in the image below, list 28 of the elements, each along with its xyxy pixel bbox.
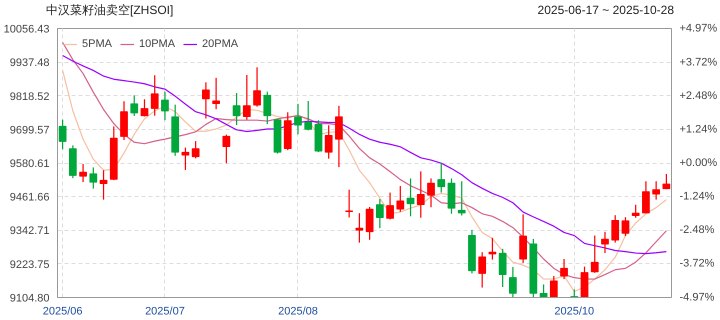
- y-tick-label: 10056.43: [4, 24, 50, 36]
- y-tick-label: 9342.71: [10, 225, 50, 238]
- y-tick-label: 9461.66: [10, 192, 50, 204]
- y2-tick-label: -3.72%: [680, 258, 715, 270]
- x-tick-label: 2025/10: [554, 306, 594, 318]
- y2-tick-label: +2.48%: [680, 90, 718, 102]
- y-tick-label: 9223.75: [10, 258, 50, 271]
- y-tick-label: 9699.57: [10, 124, 50, 136]
- y-tick-label: 9104.80: [10, 292, 50, 304]
- y2-tick-label: +1.24%: [680, 123, 718, 136]
- legend-label: 20PMA: [202, 38, 238, 50]
- line-series: [62, 54, 667, 254]
- chart-subtitle: 2025-06-17 ~ 2025-10-28: [538, 2, 674, 18]
- y2-tick-label: -2.48%: [680, 224, 715, 236]
- y2-tick-label: +3.72%: [680, 56, 718, 68]
- y2-tick-label: +4.97%: [680, 22, 718, 34]
- legend-label: 5PMA: [82, 38, 112, 50]
- x-tick-label: 2025/06: [42, 306, 82, 318]
- chart-title: 中汉菜籽油卖空[ZHSOI]: [46, 2, 174, 18]
- y-tick-label: 9580.61: [10, 158, 50, 170]
- y2-tick-label: -1.24%: [680, 190, 715, 203]
- y2-tick-label: -4.97%: [680, 292, 715, 304]
- y2-tick-label: +0.00%: [680, 157, 718, 169]
- legend-label: 10PMA: [138, 38, 176, 50]
- y-tick-label: 9818.52: [10, 90, 50, 103]
- y-tick-label: 9937.48: [10, 57, 50, 70]
- x-tick-label: 2025/07: [145, 306, 185, 318]
- x-tick-label: 2025/08: [278, 306, 318, 318]
